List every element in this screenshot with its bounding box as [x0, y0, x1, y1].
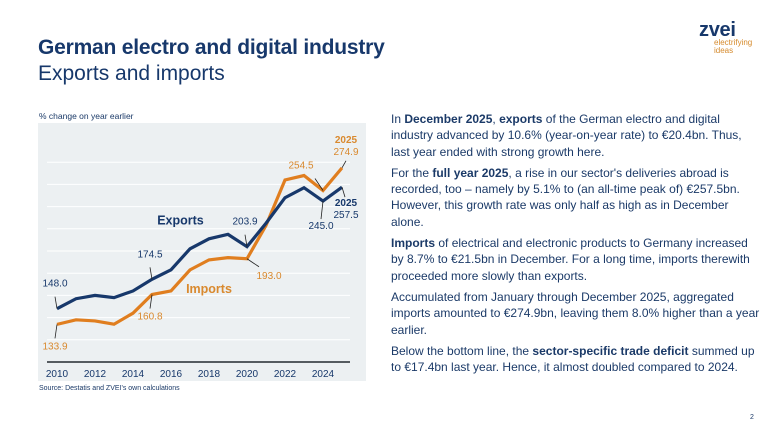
- data-label: 257.5: [333, 210, 358, 221]
- annotation-leader: [341, 187, 346, 198]
- annotation-leader: [341, 160, 347, 169]
- chart-source: Source: Destatis and ZVEI's own calculat…: [39, 385, 180, 392]
- text: summed up to €17.4bn last year. Hence, i…: [391, 343, 755, 375]
- annotation-leader: [320, 201, 324, 220]
- paragraph-imports: Imports of electrical and electronic pro…: [391, 235, 761, 284]
- text: Below the bottom line, the: [391, 343, 533, 358]
- annotation-leader: [246, 258, 260, 268]
- annotation-leader: [54, 296, 58, 309]
- series-label-imports: Imports: [186, 282, 232, 296]
- paragraph-december-exports: In December 2025, exports of the German …: [391, 111, 761, 160]
- paragraph-accumulated-imports: Accumulated from January through Decembe…: [391, 289, 761, 338]
- paragraph-full-year-exports: For the full year 2025, a rise in our se…: [391, 165, 761, 230]
- series-label-exports: Exports: [157, 213, 204, 227]
- data-label: 133.9: [42, 341, 67, 352]
- bold-text: Imports: [391, 236, 436, 251]
- x-tick-label: 2012: [84, 369, 107, 380]
- text: For the: [391, 165, 433, 180]
- line-chart: 2010 2012 2014 2016 2018 2020 2022 2024 Exports I…: [42, 135, 358, 380]
- data-label-year: 2025: [335, 135, 358, 146]
- data-label: 174.5: [137, 249, 162, 260]
- data-label: 193.0: [256, 271, 281, 282]
- zvei-logo: zvei electrifying ideas: [699, 19, 753, 55]
- commentary-text: In December 2025, exports of the German …: [391, 111, 761, 380]
- page-title: German electro and digital industry: [38, 36, 385, 59]
- logo-tagline-2: ideas: [714, 46, 734, 55]
- text: Accumulated from January through Decembe…: [391, 289, 760, 337]
- annotation-leader: [314, 178, 324, 191]
- x-tick-label: 2020: [236, 369, 259, 380]
- series-line-exports: [56, 185, 343, 311]
- logo-tagline-1: electrifying: [714, 38, 753, 47]
- text: ,: [492, 112, 500, 126]
- data-label: 245.0: [308, 221, 333, 232]
- data-label: 148.0: [42, 279, 67, 290]
- data-label: 274.9: [333, 147, 358, 158]
- annotation-leader: [149, 294, 153, 309]
- annotation-leader: [244, 234, 248, 247]
- page-subtitle: Exports and imports: [38, 62, 225, 85]
- text: of electrical and electronic products to…: [391, 236, 750, 283]
- data-label: 254.5: [288, 161, 313, 172]
- text: In: [391, 112, 405, 126]
- x-tick-label: 2010: [46, 369, 69, 380]
- annotation-leader: [149, 267, 153, 280]
- x-tick-label: 2022: [274, 369, 297, 380]
- bold-text: exports: [499, 112, 543, 126]
- bold-text: full year 2025: [432, 165, 509, 180]
- x-tick-label: 2014: [122, 369, 145, 380]
- chart-area: 2010 2012 2014 2016 2018 2020 2022 2024 Exports I…: [38, 123, 366, 381]
- page-number: 2: [750, 414, 754, 421]
- x-tick-label: 2016: [160, 369, 183, 380]
- x-tick-label: 2024: [312, 369, 335, 380]
- data-label: 160.8: [137, 312, 162, 323]
- bold-text: sector-specific trade deficit: [532, 343, 689, 358]
- text: , a rise in our sector's deliveries abro…: [391, 165, 740, 229]
- annotation-leader: [54, 324, 58, 339]
- text: of the German electro and digital indust…: [391, 112, 742, 159]
- series-line-imports: [56, 166, 344, 326]
- logo-wordmark: zvei: [699, 19, 736, 41]
- x-tick-label: 2018: [198, 369, 221, 380]
- paragraph-trade-deficit: Below the bottom line, the sector-specif…: [391, 343, 761, 376]
- data-label: 203.9: [232, 217, 257, 228]
- chart-y-axis-label: % change on year earlier: [39, 111, 134, 121]
- data-label-year: 2025: [335, 198, 358, 209]
- bold-text: December 2025: [404, 112, 493, 126]
